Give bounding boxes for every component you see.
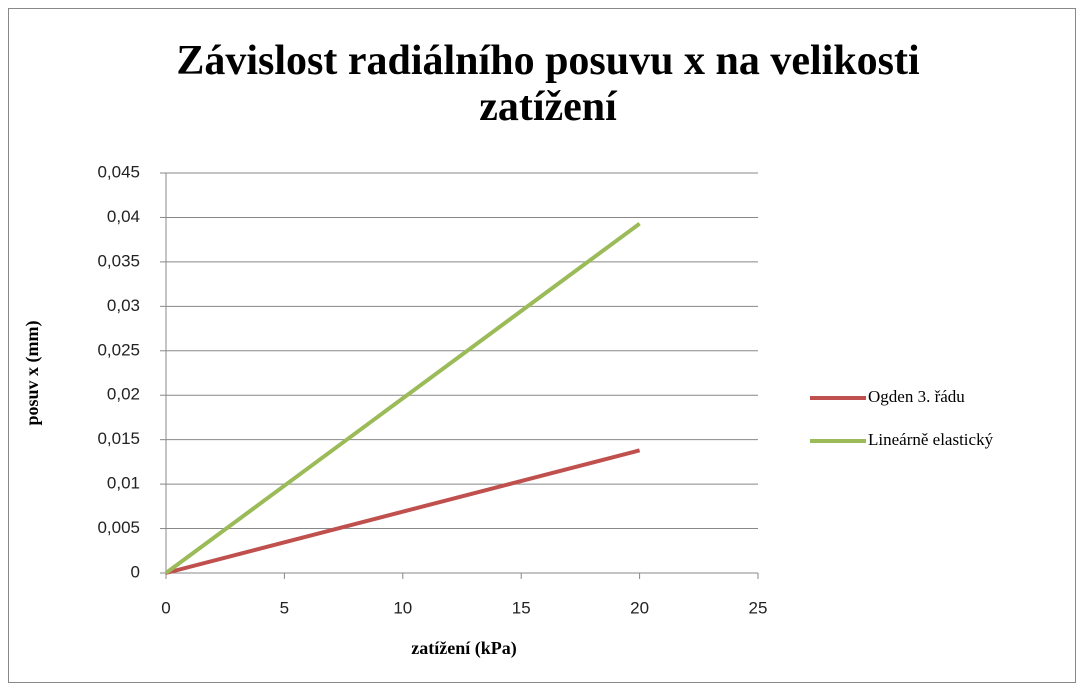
y-tick-label: 0,01 <box>107 474 140 493</box>
y-tick-label: 0,015 <box>97 429 140 448</box>
y-axis-label: posuv x (mm) <box>22 320 43 425</box>
series-line <box>165 448 641 575</box>
x-tick-label: 25 <box>749 598 768 617</box>
y-tick-label: 0,025 <box>97 340 140 359</box>
legend-label: Ogden 3. řádu <box>868 387 965 406</box>
chart-title: Závislost radiálního posuvu x na velikos… <box>176 38 920 130</box>
x-tick-label: 10 <box>393 598 412 617</box>
y-tick-label: 0,03 <box>107 296 140 315</box>
y-tick-label: 0,005 <box>97 518 140 537</box>
y-tick-label: 0,04 <box>107 207 140 226</box>
x-tick-label: 0 <box>161 598 170 617</box>
y-tick-label: 0,035 <box>97 251 140 270</box>
legend-label: Lineárně elastický <box>868 430 994 449</box>
y-tick-label: 0,045 <box>97 162 140 181</box>
x-axis-label: zatížení (kPa) <box>411 638 516 659</box>
x-tick-label: 5 <box>280 598 289 617</box>
x-tick-label: 20 <box>630 598 649 617</box>
chart-border <box>8 8 1076 683</box>
x-tick-label: 15 <box>512 598 531 617</box>
y-tick-label: 0 <box>131 562 140 581</box>
series-line <box>164 222 641 575</box>
y-tick-label: 0,02 <box>107 385 140 404</box>
